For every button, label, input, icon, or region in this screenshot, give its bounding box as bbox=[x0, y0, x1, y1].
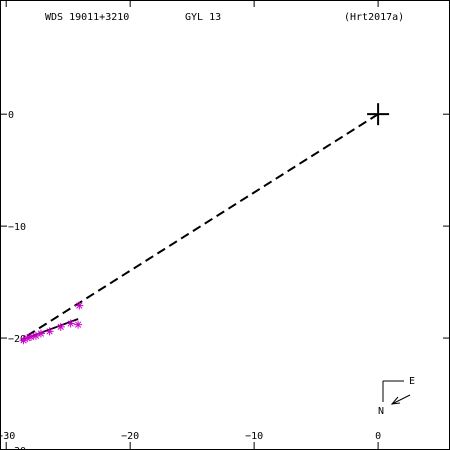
motion-arrow-icon bbox=[391, 394, 411, 405]
y-axis: 0 −10 −20 −30 bbox=[1, 110, 449, 450]
y-tick-label: 0 bbox=[8, 110, 14, 121]
observation-point bbox=[36, 329, 45, 338]
observation-point bbox=[66, 319, 75, 328]
observation-point bbox=[26, 332, 35, 341]
observation-point bbox=[45, 327, 54, 336]
x-tick-label: 0 bbox=[375, 431, 381, 442]
observation-point bbox=[75, 301, 84, 310]
discoverer-code: GYL 13 bbox=[185, 12, 221, 23]
x-tick-label: −10 bbox=[245, 431, 263, 442]
compass-north-label: N bbox=[378, 406, 384, 417]
x-tick-label: −20 bbox=[121, 431, 139, 442]
motion-arrowhead-icon bbox=[390, 396, 401, 405]
wds-designation: WDS 19011+3210 bbox=[45, 12, 129, 23]
compass: E N bbox=[378, 376, 415, 417]
y-tick-label: −20 bbox=[8, 334, 26, 345]
y-tick-label: −30 bbox=[8, 446, 26, 450]
primary-star-marker bbox=[367, 103, 390, 126]
y-tick-label: −10 bbox=[8, 222, 26, 233]
observation-points bbox=[19, 301, 84, 345]
x-axis: −30 −20 −10 0 bbox=[0, 1, 381, 449]
reference-code: (Hrt2017a) bbox=[344, 12, 404, 23]
compass-east-label: E bbox=[409, 376, 415, 387]
observation-point bbox=[56, 322, 65, 331]
x-tick-label: −30 bbox=[0, 431, 15, 442]
observation-point bbox=[74, 320, 83, 329]
connector-line bbox=[23, 113, 379, 339]
